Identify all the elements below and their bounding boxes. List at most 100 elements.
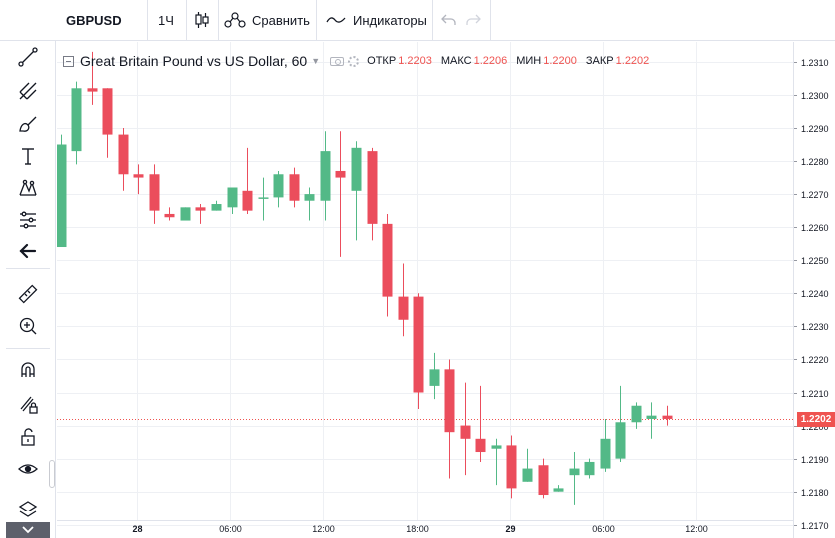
indicators-icon <box>326 17 346 23</box>
pitchfork-icon[interactable] <box>0 73 56 109</box>
toolbar-divider <box>490 0 491 40</box>
redo-button[interactable] <box>464 0 482 40</box>
compare-button[interactable]: Сравнить <box>224 0 310 40</box>
low-value: 1.2200 <box>543 55 577 67</box>
candle <box>320 131 331 221</box>
toolbar-divider <box>147 0 148 40</box>
gear-icon[interactable] <box>348 55 360 67</box>
candlestick-chart[interactable]: 1.2310 1.2300 1.2290 1.2280 1.2270 1.2260 1.22… <box>57 42 835 538</box>
candle-body <box>335 170 346 178</box>
candle <box>600 418 611 472</box>
candle <box>538 458 549 499</box>
back-arrow-icon[interactable] <box>0 233 56 269</box>
prediction-icon[interactable] <box>0 202 56 238</box>
series-legend: Great Britain Pound vs US Dollar, 60 ▼ О… <box>63 52 658 70</box>
close-value: 1.2202 <box>615 55 650 67</box>
price-tick-label: 1.2190 <box>801 455 829 465</box>
eye-icon[interactable] <box>330 56 345 66</box>
symbol-label: GBPUSD <box>66 12 122 28</box>
time-tick-label: 12:00 <box>685 524 708 534</box>
candle-body <box>351 147 362 191</box>
chevron-down-icon[interactable]: ▼ <box>311 56 321 66</box>
candle <box>273 170 284 208</box>
candle-body <box>180 207 191 221</box>
candle-body <box>195 207 206 211</box>
candle <box>71 81 82 165</box>
candles-icon <box>195 12 209 28</box>
open-value: 1.2203 <box>398 55 432 67</box>
low-label: МИН <box>516 55 542 67</box>
candle <box>118 127 129 191</box>
candle-body <box>491 445 502 449</box>
candle-body <box>227 187 238 208</box>
candle-body <box>289 174 300 201</box>
undo-button[interactable] <box>440 0 458 40</box>
candle-body <box>304 194 315 201</box>
candle-body <box>164 213 175 218</box>
candle-body <box>149 174 160 211</box>
time-tick-label: 18:00 <box>406 524 429 534</box>
trend-line-icon[interactable] <box>0 39 56 75</box>
legend-collapse-icon[interactable] <box>63 55 74 67</box>
lock-drawings-icon[interactable] <box>0 386 56 422</box>
candle <box>553 485 564 492</box>
interval-button[interactable]: 1Ч <box>158 0 174 40</box>
price-tick-label: 1.2170 <box>801 521 829 531</box>
candle <box>491 438 502 486</box>
price-tick-label: 1.2260 <box>801 223 829 233</box>
candle <box>413 293 424 410</box>
price-tick-label: 1.2240 <box>801 289 829 299</box>
last-price-badge: 1.2202 <box>797 412 835 427</box>
price-tick-label: 1.2230 <box>801 322 829 332</box>
text-icon[interactable] <box>0 138 56 174</box>
collapse-icon[interactable] <box>6 522 50 538</box>
candle <box>444 359 455 479</box>
eye-icon[interactable] <box>0 451 56 487</box>
candle-body <box>413 296 424 393</box>
unlock-icon[interactable] <box>0 419 56 455</box>
ruler-icon[interactable] <box>0 276 56 312</box>
magnet-icon[interactable] <box>0 352 56 388</box>
candle <box>351 141 362 241</box>
pattern-icon[interactable] <box>0 170 56 206</box>
candle-body <box>615 422 626 459</box>
candle <box>242 147 253 214</box>
price-tick-label: 1.2200 <box>801 422 829 432</box>
candle-body <box>133 174 144 178</box>
symbol-search-button[interactable]: GBPUSD <box>66 0 122 40</box>
candle <box>506 435 517 499</box>
candle-body <box>242 190 253 211</box>
candle <box>429 352 440 400</box>
price-tick-label: 1.2180 <box>801 488 829 498</box>
candle <box>398 263 409 337</box>
candle <box>335 131 346 257</box>
candle-body <box>118 134 129 175</box>
indicators-label: Индикаторы <box>353 12 427 28</box>
toolbar-resize-handle[interactable] <box>49 460 55 488</box>
candle <box>180 207 191 221</box>
time-tick-label: 29 <box>505 524 515 534</box>
time-tick-label: 06:00 <box>592 524 615 534</box>
candle-body <box>57 144 67 248</box>
candle <box>382 213 393 317</box>
candle-body <box>87 88 98 92</box>
legend-title[interactable]: Great Britain Pound vs US Dollar, 60 <box>80 53 308 69</box>
brush-icon[interactable] <box>0 106 56 142</box>
candle-body <box>258 197 269 199</box>
toolbar-divider <box>316 0 317 40</box>
chart-pane[interactable]: 1.2310 1.2300 1.2290 1.2280 1.2270 1.2260 1.22… <box>57 42 835 538</box>
candle <box>646 402 657 439</box>
candle <box>57 134 67 248</box>
chart-type-button[interactable] <box>192 0 212 40</box>
indicators-button[interactable]: Индикаторы <box>326 0 427 40</box>
price-tick-label: 1.2270 <box>801 190 829 200</box>
candle-body <box>444 369 455 433</box>
candle <box>102 88 113 158</box>
candle <box>258 177 269 221</box>
zoom-in-icon[interactable] <box>0 308 56 344</box>
candle <box>460 382 471 476</box>
open-label: ОТКР <box>367 55 397 67</box>
compare-label: Сравнить <box>252 12 310 28</box>
candle-body <box>569 468 580 476</box>
layers-icon[interactable] <box>0 491 56 527</box>
